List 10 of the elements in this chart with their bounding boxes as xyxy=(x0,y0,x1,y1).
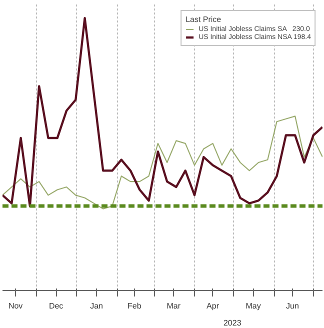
x-tick-label: Jan xyxy=(90,302,103,310)
text: 2023 xyxy=(223,318,242,328)
x-tick-label: Mar xyxy=(166,302,181,310)
x-tick-label: Dec xyxy=(48,302,64,310)
x-tick-label: May xyxy=(246,302,261,310)
x-tick-label: Jun xyxy=(286,302,299,310)
x-tick-label: Apr xyxy=(206,302,220,310)
x-tick-label: Nov xyxy=(8,302,23,310)
x-tick-label: Feb xyxy=(128,302,142,310)
legend-title: Last Price xyxy=(186,15,222,24)
